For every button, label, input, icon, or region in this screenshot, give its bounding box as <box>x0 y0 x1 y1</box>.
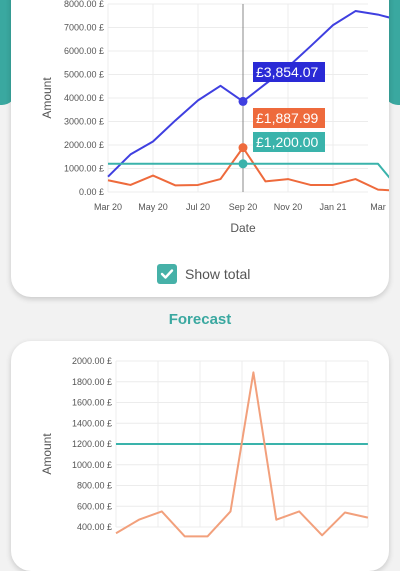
forecast-chart-card: 400.00 £ 600.00 £ 800.00 £ 1000.00 £ 1200.00… <box>11 341 389 571</box>
x-tick-label: Nov 20 <box>274 202 303 212</box>
series-line-1 <box>107 146 389 192</box>
y-tick-label: 1000.00 £ <box>64 164 104 174</box>
y-tick-label: 1200.00 £ <box>72 439 112 449</box>
y-tick-label: 2000.00 £ <box>64 140 104 150</box>
y-axis-ticks: 400.00 £ 600.00 £ 800.00 £ 1000.00 £ 1200.00… <box>72 356 112 532</box>
history-chart[interactable]: 0.00 £ 1000.00 £ 2000.00 £ 3000.00 £ 4000.00… <box>11 0 389 297</box>
y-tick-label: 4000.00 £ <box>64 93 104 103</box>
y-tick-label: 2000.00 £ <box>72 356 112 366</box>
history-chart-card: 0.00 £ 1000.00 £ 2000.00 £ 3000.00 £ 4000.00… <box>11 0 389 297</box>
highlight-point-0 <box>238 96 248 106</box>
y-axis-ticks: 0.00 £ 1000.00 £ 2000.00 £ 3000.00 £ 4000.00… <box>64 0 104 197</box>
chart-series <box>107 10 389 192</box>
series-line-2 <box>108 162 389 179</box>
x-tick-label: May 20 <box>138 202 168 212</box>
x-tick-label: Jul 20 <box>186 202 210 212</box>
y-tick-label: 600.00 £ <box>77 501 112 511</box>
y-tick-label: 400.00 £ <box>77 522 112 532</box>
chart-grid <box>107 3 368 193</box>
series-line-0 <box>107 10 389 178</box>
chart-series <box>115 371 369 538</box>
x-tick-label: Mar <box>370 202 386 212</box>
y-tick-label: 1400.00 £ <box>72 418 112 428</box>
forecast-title: Forecast <box>168 311 232 328</box>
tooltip-total: £3,854.07 <box>256 64 318 80</box>
highlight-point-1 <box>238 143 248 153</box>
show-total-toggle[interactable]: Show total <box>157 264 250 284</box>
x-tick-label: Jan 21 <box>319 202 346 212</box>
y-axis-label: Amount <box>40 77 54 119</box>
tooltips: £3,854.07 £1,887.99 £1,200.00 <box>253 62 325 152</box>
x-tick-label: Mar 20 <box>94 202 122 212</box>
y-axis-label: Amount <box>40 433 54 475</box>
x-axis-ticks: Mar 20 May 20 Jul 20 Sep 20 Nov 20 Jan 21 Mar <box>94 202 386 212</box>
y-tick-label: 3000.00 £ <box>64 117 104 127</box>
tooltip-expense-bg <box>253 108 325 128</box>
y-tick-label: 1600.00 £ <box>72 398 112 408</box>
forecast-chart[interactable]: 400.00 £ 600.00 £ 800.00 £ 1000.00 £ 1200.00… <box>11 341 389 571</box>
show-total-checkbox[interactable] <box>157 264 177 284</box>
x-tick-label: Sep 20 <box>229 202 258 212</box>
y-tick-label: 6000.00 £ <box>64 46 104 56</box>
tooltip-budget-bg <box>253 132 325 152</box>
tooltip-budget: £1,200.00 <box>256 134 318 150</box>
y-tick-label: 8000.00 £ <box>64 0 104 9</box>
series-line-1 <box>115 371 369 538</box>
tooltip-total-bg <box>253 62 325 82</box>
tooltip-expense: £1,887.99 <box>256 110 318 126</box>
y-tick-label: 5000.00 £ <box>64 70 104 80</box>
y-tick-label: 800.00 £ <box>77 481 112 491</box>
check-icon <box>160 269 174 279</box>
highlight-point-2 <box>238 159 248 169</box>
y-tick-label: 1800.00 £ <box>72 377 112 387</box>
show-total-label: Show total <box>185 266 251 282</box>
y-tick-label: 0.00 £ <box>79 187 104 197</box>
y-tick-label: 1000.00 £ <box>72 460 112 470</box>
y-tick-label: 7000.00 £ <box>64 23 104 33</box>
x-axis-label: Date <box>230 221 256 235</box>
